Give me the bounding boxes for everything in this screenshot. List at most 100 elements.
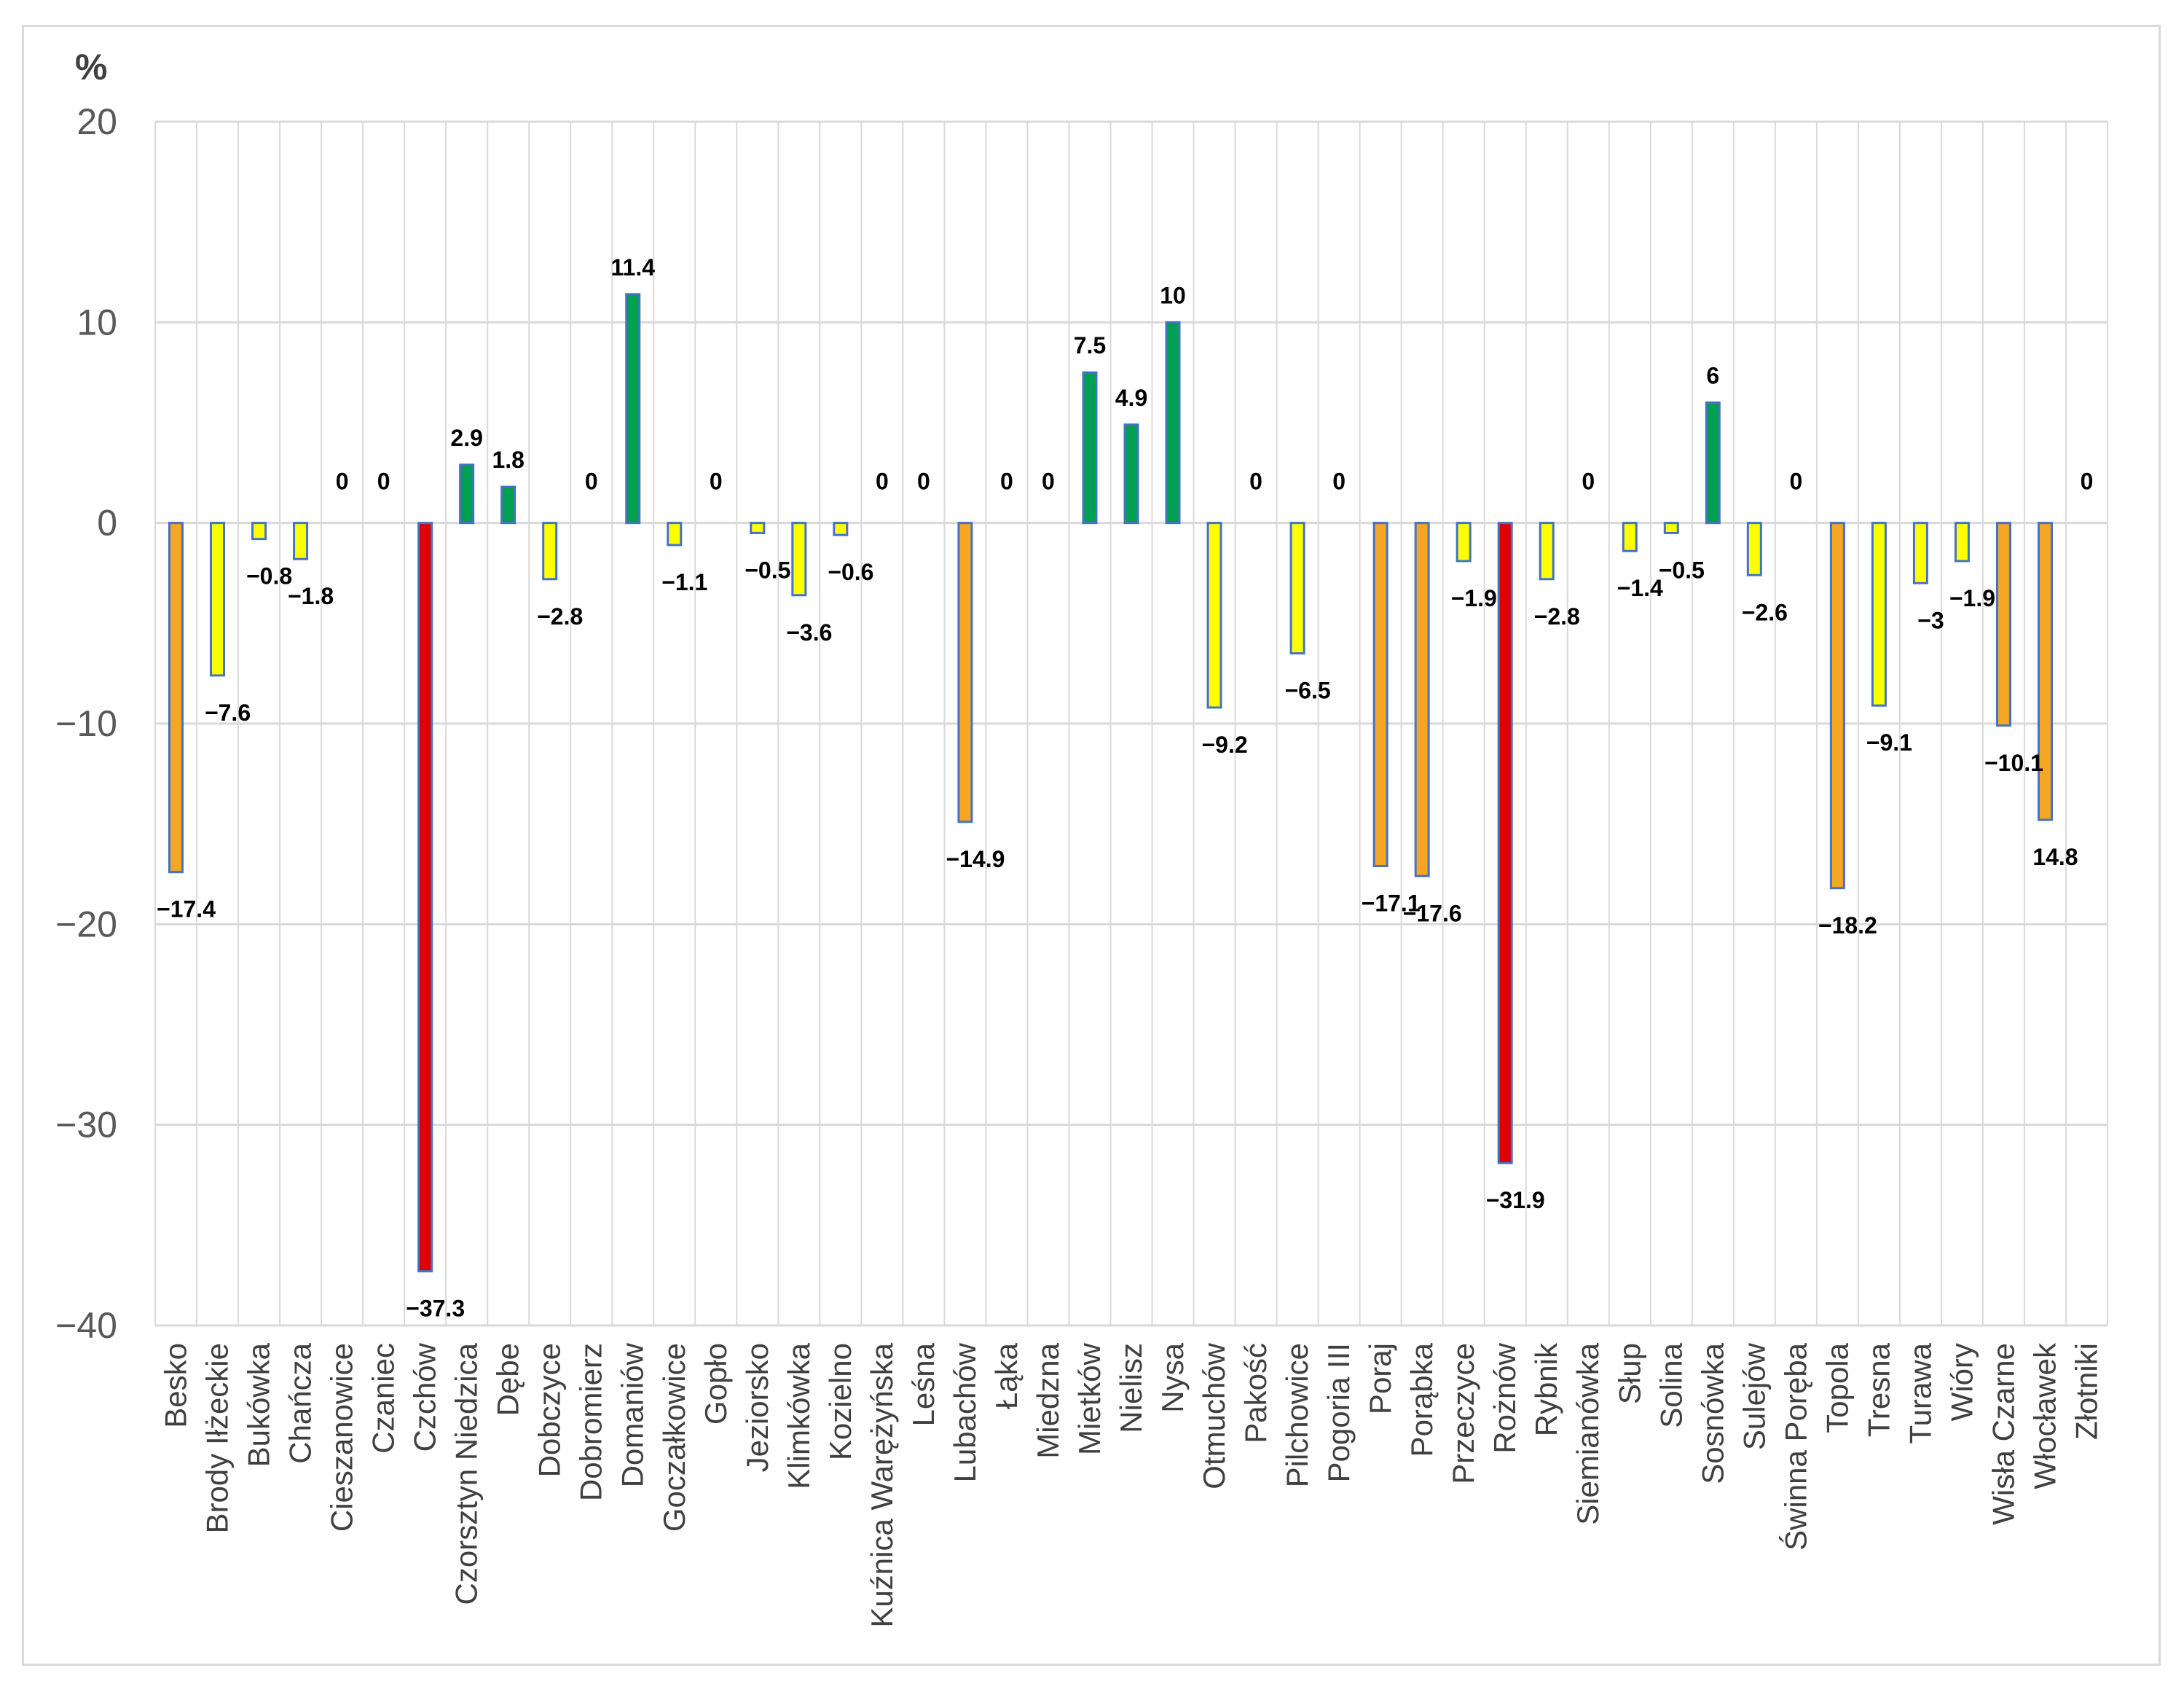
gridlines <box>154 120 2108 1327</box>
bar <box>667 522 683 547</box>
x-tick-label: Bukówka <box>242 1342 276 1467</box>
data-label: 4.9 <box>1115 385 1147 411</box>
data-label: 0 <box>1249 469 1262 495</box>
bar <box>1082 371 1098 525</box>
x-tick-label: Poraj <box>1363 1343 1397 1414</box>
x-tick-label: Rożnów <box>1488 1342 1522 1453</box>
data-label: 0 <box>710 469 723 495</box>
bar <box>417 522 433 1273</box>
x-tick-label: Czchów <box>408 1342 442 1452</box>
data-label: 0 <box>2081 469 2094 495</box>
x-tick-label: Otmuchów <box>1197 1342 1231 1489</box>
bar <box>1871 522 1887 707</box>
x-tick-label: Dobczyce <box>533 1343 567 1477</box>
bar-chart: −17.4 −7.6 −0.8−1.8 0 0 −37.3 2.9 1.8 −2.8 0 11.4 −… <box>55 47 2108 1628</box>
data-label: −9.1 <box>1866 729 1912 756</box>
x-tick-label: Goczałkowice <box>657 1343 691 1532</box>
x-tick-label: Leśna <box>906 1342 940 1426</box>
x-tick-label: Wisła Czarne <box>1986 1343 2020 1525</box>
bar <box>1414 522 1430 877</box>
data-label: −10.1 <box>1984 750 2043 776</box>
x-tick-label: Pilchowice <box>1280 1343 1314 1487</box>
y-axis-ticks: 20 10 0 −10 −20 −30 −40 <box>55 101 117 1346</box>
bar <box>1705 401 1721 525</box>
bar <box>957 522 973 823</box>
bar <box>1165 321 1181 525</box>
data-label: 14.8 <box>2032 844 2078 870</box>
data-label: 7.5 <box>1074 332 1106 359</box>
data-label: −17.6 <box>1403 900 1462 926</box>
x-tick-label: Czorsztyn Niedzica <box>449 1342 484 1605</box>
x-tick-label: Jeziorsko <box>740 1343 774 1472</box>
data-label: 0 <box>1789 469 1802 495</box>
x-tick-label: Miedzna <box>1031 1342 1065 1458</box>
bar <box>791 522 807 597</box>
data-label: 0 <box>1042 469 1055 495</box>
x-tick-label: Brody Iłżeckie <box>200 1343 235 1533</box>
bar <box>1456 522 1472 563</box>
data-label: −17.4 <box>157 896 216 923</box>
data-label: −1.4 <box>1617 575 1663 601</box>
data-label: −1.9 <box>1949 585 1995 611</box>
data-label: −17.1 <box>1362 890 1421 916</box>
bar <box>1206 522 1222 709</box>
data-label: 0 <box>917 469 930 495</box>
data-label: 11.4 <box>610 254 655 281</box>
data-label: −1.1 <box>661 569 707 595</box>
data-label: 0 <box>876 469 889 495</box>
x-tick-label: Mietków <box>1072 1342 1107 1455</box>
x-tick-label: Wióry <box>1944 1343 1979 1421</box>
data-label: −3.6 <box>786 619 832 646</box>
x-tick-label: Sulejów <box>1737 1342 1771 1450</box>
y-tick-label: −20 <box>55 904 117 944</box>
x-tick-label: Kozielno <box>823 1343 857 1460</box>
data-label: 10 <box>1160 282 1186 308</box>
x-tick-label: Lubachów <box>948 1342 982 1482</box>
bar <box>210 522 226 677</box>
bar <box>1289 522 1305 655</box>
x-tick-label: Złotniki <box>2069 1343 2103 1440</box>
data-label: 6 <box>1706 362 1719 388</box>
bar <box>1622 522 1638 552</box>
y-tick-label: 10 <box>76 302 117 342</box>
x-tick-label: Sosnówka <box>1695 1342 1729 1484</box>
x-tick-label: Klimkówka <box>782 1342 816 1489</box>
x-tick-label: Dobromierz <box>574 1343 608 1501</box>
bar <box>542 522 558 581</box>
x-tick-label: Kuźnica Warężyńska <box>865 1342 899 1627</box>
data-labels: −17.4 −7.6 −0.8−1.8 0 0 −37.3 2.9 1.8 −2.8 0 11.4 −… <box>157 254 2093 1322</box>
unit-label: % <box>75 47 107 87</box>
data-label: 0 <box>1582 469 1595 495</box>
y-tick-label: −40 <box>55 1305 117 1346</box>
data-label: −0.6 <box>828 559 873 585</box>
x-tick-label: Rybnik <box>1529 1342 1563 1436</box>
bar <box>251 522 267 541</box>
x-tick-label: Słup <box>1612 1343 1646 1404</box>
data-label: −0.8 <box>246 563 292 590</box>
data-label: −0.5 <box>1659 557 1705 583</box>
y-tick-label: −10 <box>55 703 117 744</box>
x-tick-label: Solina <box>1654 1342 1688 1427</box>
x-tick-label: Przeczyce <box>1446 1343 1480 1484</box>
x-tick-label: Domaniów <box>616 1342 650 1487</box>
x-tick-label: Tresna <box>1861 1342 1896 1437</box>
x-axis-ticks: Besko Brody Iłżeckie Bukówka Chańcza Cieszan… <box>159 1342 2104 1628</box>
x-tick-label: Siemianówka <box>1571 1342 1605 1524</box>
bar <box>1123 423 1139 525</box>
x-tick-label: Cieszanowice <box>325 1343 359 1532</box>
x-tick-label: Pogoria III <box>1321 1343 1356 1482</box>
bar <box>1829 522 1845 890</box>
bar <box>1663 522 1679 534</box>
data-label: −31.9 <box>1486 1187 1545 1213</box>
x-tick-label: Dębe <box>491 1343 525 1416</box>
x-tick-label: Nysa <box>1155 1342 1190 1412</box>
y-tick-label: 0 <box>97 503 117 544</box>
bar <box>1995 522 2011 727</box>
bar <box>1912 522 1928 584</box>
x-tick-label: Pakość <box>1238 1343 1273 1444</box>
data-label: 0 <box>336 469 349 495</box>
y-tick-label: −30 <box>55 1105 117 1145</box>
data-label: −6.5 <box>1284 678 1330 704</box>
bars <box>168 293 2053 1273</box>
y-tick-label: 20 <box>76 101 117 142</box>
